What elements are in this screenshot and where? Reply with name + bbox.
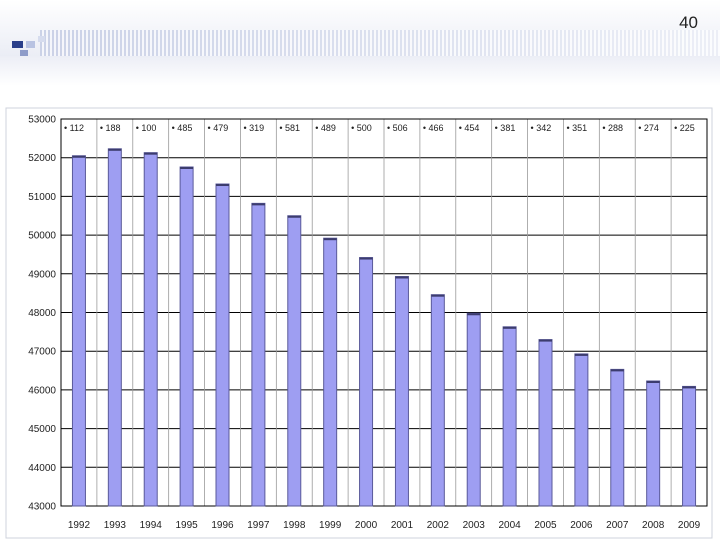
- y-tick-label: 53000: [28, 115, 56, 126]
- data-label: • 454: [459, 123, 480, 133]
- y-tick-label: 46000: [28, 385, 56, 396]
- bar: [538, 339, 553, 507]
- data-label: • 466: [423, 123, 444, 133]
- data-label: • 500: [351, 123, 372, 133]
- x-tick-label: 1992: [68, 520, 91, 531]
- x-tick-label: 1993: [104, 520, 127, 531]
- bar: [682, 385, 697, 507]
- header-fade: [0, 56, 720, 86]
- x-tick-label: 1996: [211, 520, 234, 531]
- x-tick-label: 2003: [463, 520, 486, 531]
- y-tick-label: 44000: [28, 463, 56, 474]
- data-label: • 188: [100, 123, 121, 133]
- bar: [394, 276, 409, 507]
- y-tick-label: 52000: [28, 153, 56, 164]
- y-tick-label: 45000: [28, 424, 56, 435]
- data-label: • 112: [64, 123, 84, 133]
- bar: [251, 202, 266, 507]
- x-tick-label: 1994: [140, 520, 163, 531]
- data-label: • 506: [387, 123, 408, 133]
- x-tick-label: 1995: [175, 520, 198, 531]
- y-tick-label: 47000: [28, 347, 56, 358]
- x-tick-label: 1998: [283, 520, 306, 531]
- bar: [143, 152, 158, 507]
- x-tick-label: 2000: [355, 520, 378, 531]
- data-label: • 351: [566, 123, 587, 133]
- bar: [179, 166, 194, 507]
- bar: [359, 257, 374, 507]
- y-tick-label: 50000: [28, 231, 56, 242]
- data-label: • 319: [243, 123, 264, 133]
- y-tick-label: 48000: [28, 308, 56, 319]
- data-label: • 342: [531, 123, 552, 133]
- decor-square-navy: [12, 41, 23, 48]
- x-tick-label: 1999: [319, 520, 342, 531]
- bar: [323, 237, 338, 507]
- decor-square-mid: [20, 50, 28, 56]
- page-number: 40: [679, 13, 698, 32]
- bar: [71, 155, 86, 507]
- bar: [610, 368, 625, 507]
- y-tick-label: 43000: [28, 502, 56, 513]
- y-tick-label: 49000: [28, 269, 56, 280]
- data-label: • 381: [495, 123, 516, 133]
- bar: [107, 148, 122, 507]
- x-tick-label: 2008: [642, 520, 665, 531]
- chart-frame: [5, 107, 713, 539]
- data-label: • 100: [136, 123, 157, 133]
- x-tick-label: 2002: [427, 520, 450, 531]
- x-tick-label: 1997: [247, 520, 270, 531]
- decor-square-pale: [38, 36, 45, 42]
- bar: [646, 380, 661, 507]
- data-label: • 288: [602, 123, 623, 133]
- x-tick-label: 2009: [678, 520, 701, 531]
- bar: [287, 215, 302, 507]
- bar: [574, 353, 589, 507]
- data-label: • 489: [315, 123, 336, 133]
- data-label: • 581: [279, 123, 300, 133]
- bar: [466, 312, 481, 507]
- x-tick-label: 2001: [391, 520, 414, 531]
- x-tick-label: 2007: [606, 520, 629, 531]
- y-tick-label: 51000: [28, 192, 56, 203]
- decor-square-light: [26, 41, 35, 48]
- header-stripes-fade: [0, 30, 720, 56]
- data-label: • 274: [638, 123, 659, 133]
- bar: [215, 183, 230, 507]
- data-label: • 479: [208, 123, 229, 133]
- x-tick-label: 2004: [498, 520, 521, 531]
- data-label: • 485: [172, 123, 193, 133]
- plot-border: [60, 118, 708, 507]
- bar: [502, 326, 517, 507]
- x-tick-label: 2005: [534, 520, 557, 531]
- data-label: • 225: [674, 123, 695, 133]
- bar: [430, 294, 445, 507]
- x-tick-label: 2006: [570, 520, 593, 531]
